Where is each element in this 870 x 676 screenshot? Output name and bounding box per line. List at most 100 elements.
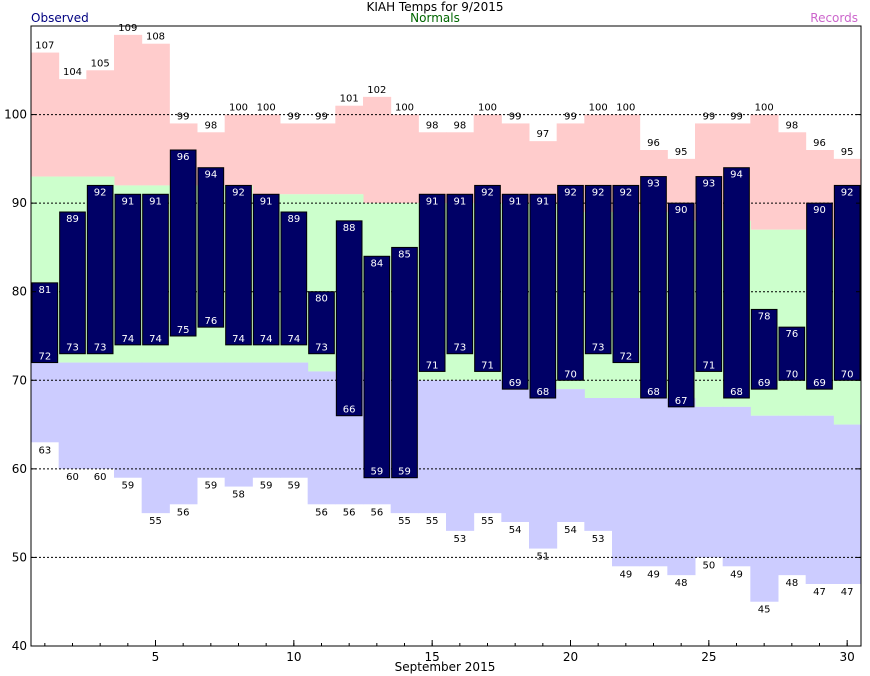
observed-high-label: 84 <box>370 258 383 269</box>
record-low-label: 56 <box>315 507 328 518</box>
y-tick-label: 90 <box>12 196 27 210</box>
observed-high-label: 91 <box>509 196 522 207</box>
observed-bar <box>446 193 474 355</box>
x-tick-label: 25 <box>701 650 716 664</box>
observed-low-label: 74 <box>121 334 134 345</box>
observed-bar <box>529 193 557 399</box>
observed-bar <box>667 202 695 408</box>
observed-low-label: 74 <box>287 334 300 345</box>
observed-bar <box>169 149 197 337</box>
observed-high-label: 91 <box>426 196 439 207</box>
record-high-band <box>750 114 779 230</box>
record-low-label: 55 <box>481 516 494 527</box>
record-low-band <box>141 362 170 514</box>
legend-normals: Normals <box>410 11 460 25</box>
observed-bar <box>225 184 252 346</box>
observed-high-label: 89 <box>287 214 300 225</box>
record-low-band <box>584 398 613 531</box>
record-low-label: 58 <box>232 490 245 501</box>
record-low-label: 49 <box>619 569 632 580</box>
record-low-label: 51 <box>536 552 549 563</box>
record-high-label: 100 <box>589 103 608 114</box>
record-low-label: 55 <box>426 516 439 527</box>
record-low-label: 50 <box>702 560 715 571</box>
record-low-label: 63 <box>38 445 51 456</box>
observed-low-label: 59 <box>398 467 411 478</box>
normal-band <box>778 229 807 416</box>
observed-bar <box>86 184 114 355</box>
observed-high-label: 76 <box>785 329 798 340</box>
record-high-label: 99 <box>177 111 190 122</box>
record-high-label: 99 <box>730 111 743 122</box>
observed-high-label: 78 <box>758 311 771 322</box>
record-high-label: 104 <box>63 67 82 78</box>
record-high-band <box>86 70 115 177</box>
record-low-label: 54 <box>509 525 522 536</box>
record-high-band <box>446 132 475 204</box>
x-tick-label: 15 <box>425 650 440 664</box>
observed-low-label: 73 <box>315 343 328 354</box>
record-low-label: 56 <box>343 507 356 518</box>
record-low-band <box>778 415 807 576</box>
observed-bar <box>557 184 584 381</box>
record-high-label: 95 <box>675 147 688 158</box>
chart-title: KIAH Temps for 9/2015 <box>366 0 504 14</box>
observed-low-label: 72 <box>619 352 632 363</box>
observed-bar <box>197 167 225 328</box>
observed-low-label: 73 <box>94 343 107 354</box>
observed-low-label: 71 <box>481 360 494 371</box>
observed-bar <box>418 193 446 372</box>
record-high-band <box>390 114 419 204</box>
record-low-label: 59 <box>287 481 300 492</box>
record-high-band <box>501 123 530 204</box>
record-high-band <box>58 79 87 177</box>
observed-high-label: 91 <box>536 196 549 207</box>
observed-low-label: 73 <box>592 343 605 354</box>
record-high-band <box>252 114 281 195</box>
x-tick-label: 5 <box>152 650 160 664</box>
y-tick-label: 40 <box>12 639 27 653</box>
observed-high-label: 89 <box>66 214 79 225</box>
x-axis-title: September 2015 <box>394 660 496 674</box>
observed-bar <box>723 167 750 399</box>
observed-high-label: 92 <box>94 187 107 198</box>
record-high-label: 109 <box>118 23 137 34</box>
observed-high-label: 91 <box>260 196 273 207</box>
record-high-band <box>778 132 807 230</box>
record-low-band <box>805 415 834 584</box>
observed-high-label: 90 <box>675 205 688 216</box>
observed-bar <box>833 184 861 381</box>
observed-low-label: 74 <box>260 334 273 345</box>
record-high-band <box>114 34 143 186</box>
record-high-label: 101 <box>340 94 359 105</box>
record-high-label: 100 <box>478 103 497 114</box>
record-high-label: 95 <box>841 147 854 158</box>
record-low-band <box>833 424 862 584</box>
observed-high-label: 88 <box>343 223 356 234</box>
observed-low-label: 75 <box>177 325 190 336</box>
observed-high-label: 81 <box>38 285 51 296</box>
record-high-label: 99 <box>509 111 522 122</box>
record-high-label: 96 <box>647 138 660 149</box>
record-low-band <box>722 406 751 567</box>
observed-low-label: 70 <box>785 369 798 380</box>
record-high-label: 96 <box>813 138 826 149</box>
observed-low-label: 71 <box>702 360 715 371</box>
observed-high-label: 94 <box>204 170 217 181</box>
record-high-label: 98 <box>204 120 217 131</box>
x-tick-label: 10 <box>286 650 301 664</box>
observed-low-label: 66 <box>343 405 356 416</box>
observed-high-label: 85 <box>398 249 411 260</box>
record-high-label: 108 <box>146 32 165 43</box>
record-high-label: 100 <box>755 103 774 114</box>
observed-high-label: 92 <box>564 187 577 198</box>
observed-bar <box>280 211 308 346</box>
observed-low-label: 72 <box>38 352 51 363</box>
record-low-band <box>612 398 641 567</box>
record-low-band <box>473 380 502 514</box>
record-high-label: 97 <box>536 129 549 140</box>
record-high-label: 100 <box>257 103 276 114</box>
record-high-label: 102 <box>367 85 386 96</box>
record-high-band <box>418 132 447 204</box>
record-low-label: 56 <box>177 507 190 518</box>
